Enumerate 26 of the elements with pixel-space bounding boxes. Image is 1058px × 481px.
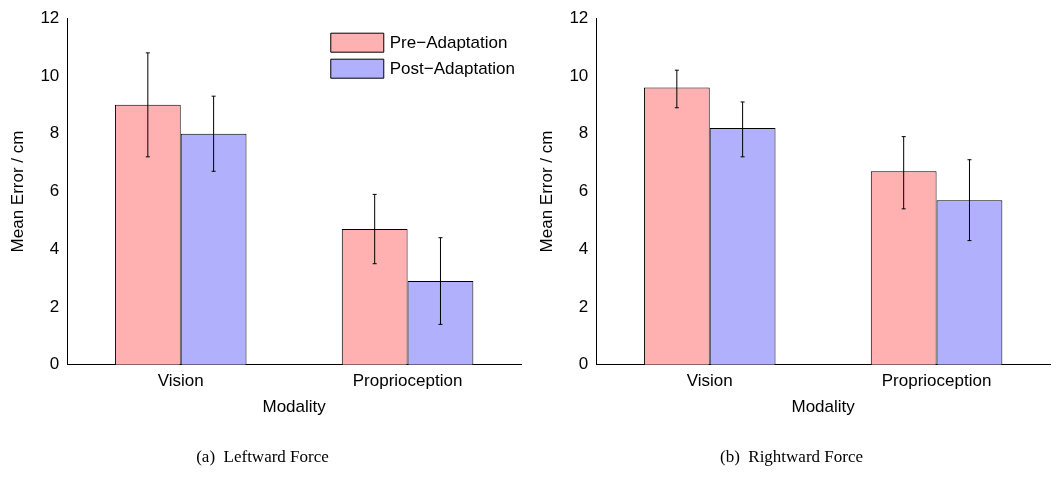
y-axis-title: Mean Error / cm [7, 130, 27, 253]
y-tick-label: 4 [578, 238, 589, 258]
y-tick-label: 10 [40, 65, 60, 85]
y-tick-label: 2 [578, 296, 589, 316]
y-axis-title: Mean Error / cm [536, 130, 556, 253]
text: (b) Rightward Force [719, 447, 864, 467]
y-tick-label: 2 [49, 296, 60, 316]
y-tick-label: 10 [569, 65, 589, 85]
y-tick-label: 12 [569, 7, 589, 27]
y-tick-label: 8 [578, 123, 589, 143]
x-tick-label: Vision [157, 370, 204, 390]
x-tick-label: Proprioception [881, 370, 992, 390]
y-tick-label: 6 [49, 181, 60, 201]
x-tick-label: Proprioception [352, 370, 463, 390]
x-tick-label: Vision [686, 370, 733, 390]
y-tick-label: 8 [49, 123, 60, 143]
x-axis-title: Modality [262, 397, 327, 417]
y-tick-label: 0 [49, 354, 60, 374]
y-tick-label: 4 [49, 238, 60, 258]
y-tick-label: 0 [578, 354, 589, 374]
text: (a) Leftward Force [196, 447, 329, 467]
legend-label: Pre−Adaptation [389, 32, 508, 52]
y-tick-label: 6 [578, 181, 589, 201]
legend-label: Post−Adaptation [389, 58, 515, 78]
x-axis-title: Modality [791, 397, 856, 417]
y-tick-label: 12 [40, 7, 60, 27]
